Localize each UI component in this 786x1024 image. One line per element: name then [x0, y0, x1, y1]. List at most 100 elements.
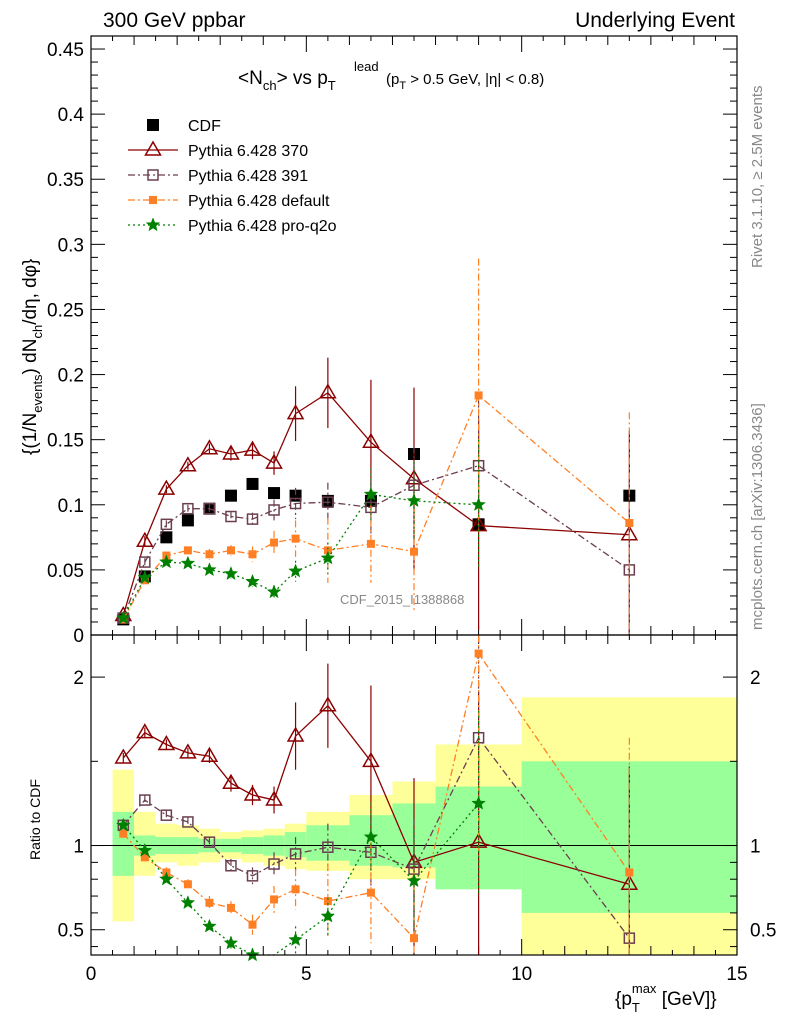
- ratio-data-point: [202, 918, 217, 933]
- main-ytick-label: 0.4: [58, 105, 85, 126]
- data-point: [320, 550, 336, 565]
- ratio-frame: [90, 634, 738, 956]
- ratio-data-point: [270, 895, 279, 904]
- data-point: [180, 555, 196, 570]
- main-ytick-label: 0.35: [47, 170, 84, 191]
- ratio-data-point: [248, 920, 257, 929]
- data-point: [365, 501, 377, 514]
- legend-item-cdf: CDF: [147, 118, 221, 135]
- data-point: [319, 383, 337, 399]
- ratio-ylabel: Ratio to CDF: [27, 779, 43, 860]
- data-point: [268, 504, 280, 516]
- header-left-label: 300 GeV ppbar: [103, 9, 245, 32]
- series-line: [122, 391, 630, 616]
- main-ytick-label: 0.1: [58, 496, 84, 517]
- ratio-data-point: [179, 743, 197, 759]
- main-ytick-label: 0.2: [58, 366, 84, 387]
- ratio-data-point: [115, 817, 131, 832]
- data-point: [270, 538, 279, 547]
- legend-marker: [144, 140, 162, 156]
- header-right-label: Underlying Event: [575, 9, 735, 32]
- data-point: [182, 502, 194, 515]
- ratio-panel: 0.5 0.5 1 1 2 2 0 5 10 15: [58, 634, 776, 985]
- data-point: [160, 531, 173, 544]
- ratio-data-point: [363, 829, 379, 844]
- ratio-data-point: [137, 842, 153, 857]
- legend-item-pq2o: Pythia 6.428 pro-q2o: [128, 217, 337, 235]
- ratio-data-point: [222, 773, 240, 789]
- chart-title-cuts: (pT > 0.5 GeV, |η| < 0.8): [386, 71, 544, 92]
- ratio-data-point: [223, 935, 239, 950]
- rivet-label: Rivet 3.1.10, ≥ 2.5M events: [749, 86, 766, 269]
- ratio-data-point: [322, 841, 334, 853]
- data-point: [322, 496, 334, 508]
- legend-label: Pythia 6.428 default: [188, 193, 330, 210]
- data-point: [139, 556, 151, 568]
- ratio-series-line: [122, 736, 630, 939]
- ratio-data-point: [159, 871, 174, 886]
- ratio-ytick-label: 0.5: [58, 921, 84, 942]
- ratio-xtick-label: 10: [511, 964, 532, 985]
- ratio-data-point: [226, 903, 235, 912]
- ratio-data-point: [157, 734, 176, 751]
- data-point: [157, 479, 176, 495]
- main-ytick-label: 0.05: [47, 561, 84, 582]
- data-point: [248, 550, 257, 559]
- ratio-data-point: [362, 751, 380, 768]
- ratio-data-point: [289, 848, 302, 860]
- ratio-series-pq2o: [115, 710, 486, 962]
- data-point: [366, 539, 375, 548]
- legend-marker: [147, 119, 159, 131]
- data-point: [205, 550, 214, 559]
- ratio-ytick-label-right: 0.5: [750, 921, 776, 942]
- data-point: [291, 534, 300, 543]
- data-point: [323, 546, 332, 555]
- data-point: [410, 547, 418, 556]
- ratio-data-point: [119, 829, 128, 838]
- ratio-data-point: [182, 816, 194, 828]
- ratio-data-point: [140, 853, 149, 862]
- ratio-data-point: [183, 880, 192, 889]
- ratio-ytick-label-right: 2: [750, 668, 761, 689]
- main-ytick-label: 0: [73, 626, 84, 647]
- data-point: [246, 477, 259, 490]
- analysis-watermark: CDF_2015_I1388868: [340, 592, 464, 607]
- ratio-ytick-label: 1: [73, 837, 84, 858]
- data-point: [288, 563, 303, 578]
- ratio-series-line: [122, 704, 630, 885]
- legend-marker: [149, 196, 157, 204]
- ratio-data-point: [286, 726, 305, 742]
- legend-item-p391: Pythia 6.428 391: [128, 168, 308, 185]
- ratio-data-point: [246, 870, 259, 882]
- chart-title-sup: lead: [354, 59, 379, 74]
- data-point: [160, 518, 173, 531]
- data-point: [243, 440, 262, 456]
- data-point: [137, 569, 153, 584]
- data-point: [224, 489, 237, 502]
- data-point: [222, 444, 240, 460]
- data-point: [223, 566, 239, 581]
- data-point: [408, 479, 420, 491]
- data-point: [266, 584, 282, 599]
- data-point: [183, 546, 192, 555]
- ratio-ytick-label-right: 1: [750, 837, 761, 858]
- chart-title-main: <Nch> vs pT: [238, 68, 336, 93]
- main-ytick-label: 0.3: [58, 235, 84, 256]
- ratio-data-point: [291, 885, 300, 894]
- data-point: [362, 432, 380, 449]
- data-point: [179, 456, 197, 472]
- ratio-xtick-label: 5: [301, 964, 312, 985]
- ratio-data-point: [265, 790, 283, 806]
- legend-marker: [147, 169, 159, 181]
- data-point: [286, 404, 305, 420]
- ratio-data-point: [268, 858, 280, 870]
- ratio-xtick-label: 15: [726, 964, 747, 985]
- legend-item-p370: Pythia 6.428 370: [128, 140, 308, 160]
- main-ylabel: {(1/Nevents) dNch/dη, dφ}: [20, 259, 45, 455]
- data-point: [265, 453, 283, 469]
- data-point: [136, 531, 154, 547]
- ratio-data-point: [243, 785, 262, 801]
- legend-label: Pythia 6.428 391: [188, 168, 308, 185]
- ratio-data-point: [471, 795, 486, 810]
